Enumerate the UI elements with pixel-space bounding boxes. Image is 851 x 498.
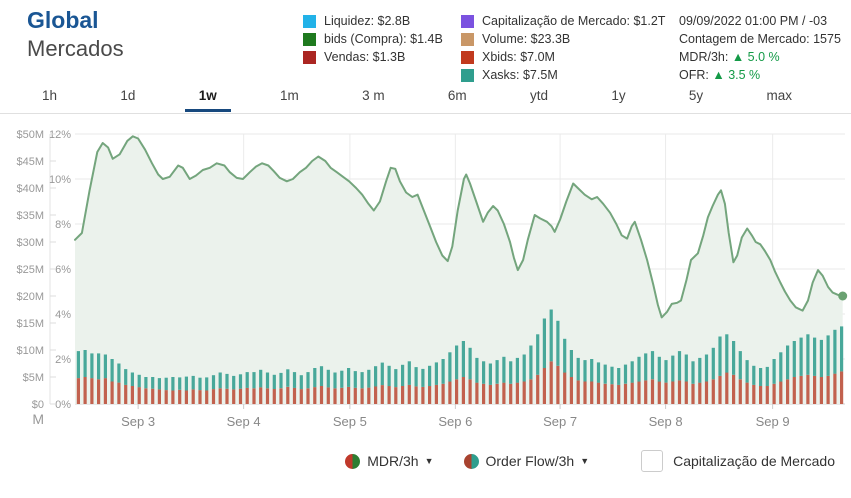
ofr-label: OFR:: [679, 68, 709, 82]
chart-area: 0% 2% 4% 6% 8% 10% 12% $0 $5M $10M $15M $20M $25M $30…: [0, 114, 851, 440]
tab-1d[interactable]: 1d: [120, 88, 136, 103]
legend-swatch: [461, 14, 474, 28]
market-cap-label: Capitalização de Mercado: [673, 453, 835, 469]
svg-text:Sep 4: Sep 4: [227, 414, 261, 429]
legend-item: Volume: $23.3B: [461, 30, 665, 48]
mdr-series-label: MDR/3h: [367, 453, 419, 469]
legend-swatch: [303, 32, 316, 46]
caret-down-icon: ▼: [424, 456, 434, 466]
tab-1y[interactable]: 1y: [611, 88, 626, 103]
mdr-stat: MDR/3h: ▲ 5.0 %: [679, 48, 841, 66]
svg-text:$5M: $5M: [23, 372, 44, 384]
svg-text:$50M: $50M: [16, 129, 44, 141]
page-subtitle: Mercados: [27, 35, 124, 61]
header: Global Mercados Liquidez: $2.8B bids (Com…: [0, 0, 851, 82]
svg-text:$20M: $20M: [16, 291, 44, 303]
svg-text:Sep 9: Sep 9: [756, 414, 790, 429]
svg-text:0%: 0%: [55, 399, 71, 411]
legend-label: Liquidez: $2.8B: [324, 14, 411, 28]
timestamp: 09/09/2022 01:00 PM / -03: [679, 14, 828, 28]
tab-3m[interactable]: 3 m: [362, 88, 385, 103]
legend-label: Xasks: $7.5M: [482, 68, 558, 82]
svg-text:10%: 10%: [49, 174, 71, 186]
legend-swatch: [461, 32, 474, 46]
top-legend-right: Capitalização de Mercado: $1.2T Volume: $…: [461, 12, 665, 84]
svg-text:6%: 6%: [55, 264, 71, 276]
legend-label: bids (Compra): $1.4B: [324, 32, 443, 46]
order-flow-series-dropdown[interactable]: Order Flow/3h ▼: [463, 453, 590, 469]
legend-swatch: [461, 50, 474, 64]
svg-text:Sep 5: Sep 5: [333, 414, 367, 429]
mdr-value: ▲ 5.0 %: [731, 50, 780, 64]
svg-text:$0: $0: [32, 399, 44, 411]
tab-1h[interactable]: 1h: [42, 88, 58, 103]
top-legend-left: Liquidez: $2.8B bids (Compra): $1.4B Venda…: [303, 12, 443, 66]
tab-6m[interactable]: 6m: [447, 88, 467, 103]
svg-text:$40M: $40M: [16, 183, 44, 195]
legend-item: Liquidez: $2.8B: [303, 12, 443, 30]
legend-item: bids (Compra): $1.4B: [303, 30, 443, 48]
legend-swatch: [303, 14, 316, 28]
page-title: Global: [27, 7, 99, 33]
svg-text:M: M: [32, 411, 44, 427]
svg-text:$35M: $35M: [16, 210, 44, 222]
market-cap-toggle: Capitalização de Mercado: [641, 450, 835, 472]
svg-text:$30M: $30M: [16, 237, 44, 249]
svg-text:2%: 2%: [55, 354, 71, 366]
ofr-value: ▲ 3.5 %: [712, 68, 761, 82]
caret-down-icon: ▼: [580, 456, 590, 466]
tab-1w[interactable]: 1w: [184, 82, 231, 112]
mdr-series-icon: [345, 453, 361, 469]
tab-ytd[interactable]: ytd: [530, 88, 549, 103]
legend-item: Capitalização de Mercado: $1.2T: [461, 12, 665, 30]
tab-1m[interactable]: 1m: [280, 88, 299, 103]
svg-text:$25M: $25M: [16, 264, 44, 276]
market-cap-checkbox[interactable]: [641, 450, 664, 472]
svg-text:Sep 3: Sep 3: [121, 414, 155, 429]
order-flow-series-icon: [463, 453, 479, 469]
svg-text:$10M: $10M: [16, 345, 44, 357]
legend-label: Xbids: $7.0M: [482, 50, 555, 64]
svg-text:12%: 12%: [49, 129, 71, 141]
legend-item: Vendas: $1.3B: [303, 48, 443, 66]
svg-text:Sep 7: Sep 7: [543, 414, 577, 429]
market-count: Contagem de Mercado: 1575: [679, 32, 841, 46]
market-info: 09/09/2022 01:00 PM / -03 Contagem de Me…: [679, 12, 841, 84]
title-block: Global Mercados: [27, 6, 124, 62]
footer-legend: MDR/3h ▼ Order Flow/3h ▼ Capitalização d…: [0, 440, 851, 472]
svg-text:Sep 6: Sep 6: [438, 414, 472, 429]
timeframe-tabs: 1h 1d 1w 1m 3 m 6m ytd 1y 5y max: [0, 82, 851, 114]
svg-text:Sep 8: Sep 8: [649, 414, 683, 429]
svg-text:4%: 4%: [55, 309, 71, 321]
legend-swatch: [303, 50, 316, 64]
legend-label: Vendas: $1.3B: [324, 50, 406, 64]
mdr-label: MDR/3h:: [679, 50, 729, 64]
legend-item: Xasks: $7.5M: [461, 66, 665, 84]
market-chart[interactable]: 0% 2% 4% 6% 8% 10% 12% $0 $5M $10M $15M $20M $25M $30…: [0, 114, 851, 440]
legend-item: Xbids: $7.0M: [461, 48, 665, 66]
tab-max[interactable]: max: [766, 88, 792, 103]
legend-label: Volume: $23.3B: [482, 32, 571, 46]
legend-swatch: [461, 68, 474, 82]
svg-text:8%: 8%: [55, 219, 71, 231]
svg-text:$15M: $15M: [16, 318, 44, 330]
order-flow-series-label: Order Flow/3h: [485, 453, 575, 469]
ofr-stat: OFR: ▲ 3.5 %: [679, 66, 841, 84]
svg-text:$45M: $45M: [16, 156, 44, 168]
mdr-series-dropdown[interactable]: MDR/3h ▼: [345, 453, 434, 469]
tab-5y[interactable]: 5y: [688, 88, 704, 103]
legend-label: Capitalização de Mercado: $1.2T: [482, 14, 666, 28]
